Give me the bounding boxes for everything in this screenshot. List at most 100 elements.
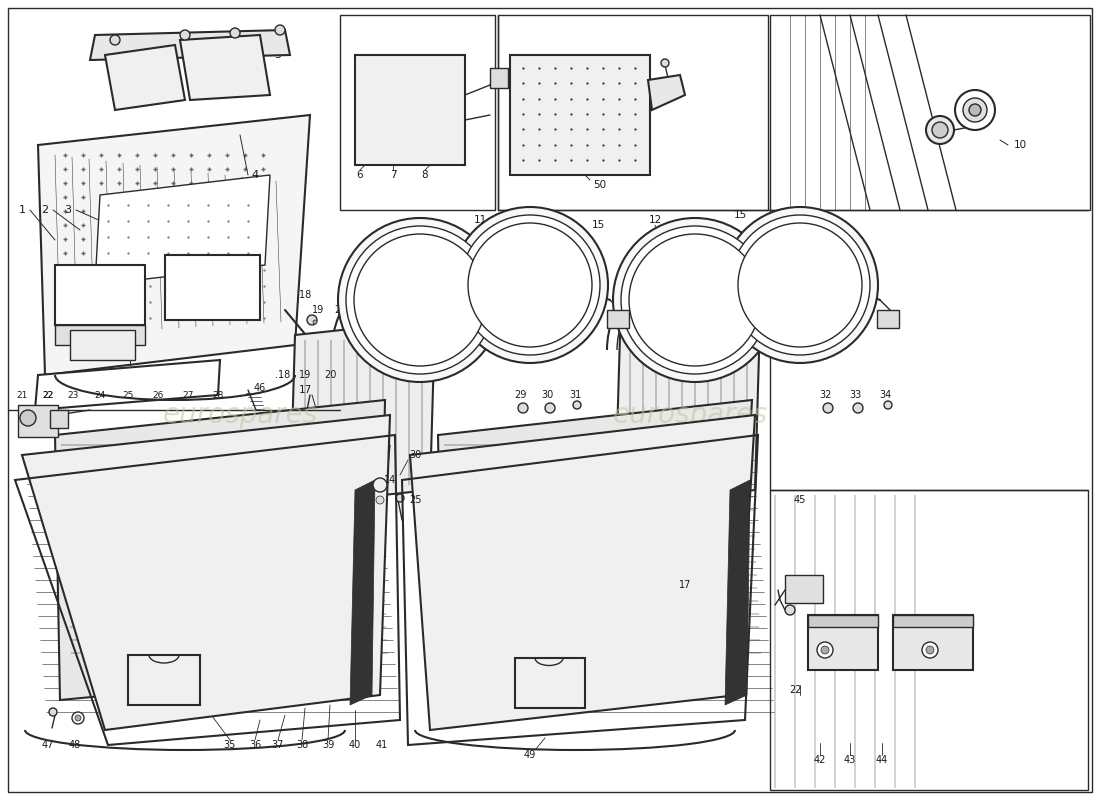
- Text: 22: 22: [43, 390, 54, 399]
- Bar: [360, 60, 458, 158]
- Text: 49: 49: [524, 750, 536, 760]
- Text: 8: 8: [421, 170, 428, 180]
- Text: 11: 11: [473, 215, 486, 225]
- Circle shape: [275, 25, 285, 35]
- Text: 13: 13: [538, 213, 551, 223]
- Circle shape: [20, 410, 36, 426]
- Bar: [498, 15, 768, 210]
- Text: 19: 19: [299, 370, 311, 380]
- Circle shape: [817, 642, 833, 658]
- Text: 21: 21: [16, 390, 28, 399]
- Bar: [165, 255, 260, 320]
- Text: 7: 7: [389, 170, 396, 180]
- Bar: [132, 659, 194, 699]
- Circle shape: [452, 207, 608, 363]
- Text: 45: 45: [794, 495, 806, 505]
- Text: 16: 16: [793, 210, 806, 220]
- Text: 17: 17: [679, 580, 691, 590]
- Circle shape: [75, 715, 81, 721]
- Bar: [510, 55, 650, 175]
- Circle shape: [307, 315, 317, 325]
- Circle shape: [314, 320, 317, 324]
- Text: 5: 5: [275, 50, 282, 60]
- Circle shape: [730, 215, 870, 355]
- Circle shape: [573, 401, 581, 409]
- Text: 23: 23: [67, 390, 79, 399]
- Bar: [490, 68, 508, 88]
- Text: 14: 14: [384, 475, 396, 485]
- Circle shape: [821, 646, 829, 654]
- Polygon shape: [35, 360, 220, 410]
- Circle shape: [785, 605, 795, 615]
- Text: 6: 6: [227, 50, 233, 60]
- Circle shape: [621, 226, 769, 374]
- Bar: [893, 615, 974, 627]
- Circle shape: [338, 218, 502, 382]
- Text: eurospares: eurospares: [613, 401, 768, 429]
- Circle shape: [373, 478, 387, 492]
- Bar: [808, 615, 878, 627]
- Polygon shape: [410, 415, 755, 730]
- Text: 43: 43: [844, 755, 856, 765]
- Text: 26: 26: [152, 390, 164, 399]
- Circle shape: [110, 35, 120, 45]
- Text: 37: 37: [272, 740, 284, 750]
- Polygon shape: [90, 30, 290, 60]
- Text: 44: 44: [876, 755, 888, 765]
- Circle shape: [926, 646, 934, 654]
- Circle shape: [722, 207, 878, 363]
- Bar: [893, 615, 974, 670]
- Circle shape: [50, 708, 57, 716]
- Circle shape: [661, 59, 669, 67]
- Text: 24: 24: [95, 390, 106, 399]
- Circle shape: [180, 30, 190, 40]
- Circle shape: [544, 403, 556, 413]
- Text: 42: 42: [814, 755, 826, 765]
- Bar: [519, 662, 579, 702]
- Text: 47: 47: [42, 740, 54, 750]
- Text: 34: 34: [879, 390, 891, 400]
- Polygon shape: [104, 45, 185, 110]
- Text: 27: 27: [183, 390, 194, 399]
- Bar: [515, 658, 585, 708]
- Polygon shape: [39, 115, 310, 375]
- Circle shape: [922, 642, 938, 658]
- Text: 39: 39: [322, 740, 334, 750]
- Circle shape: [969, 104, 981, 116]
- Text: 22: 22: [789, 685, 801, 695]
- Text: 9: 9: [126, 350, 133, 360]
- Text: 40: 40: [349, 740, 361, 750]
- Text: 6: 6: [356, 170, 363, 180]
- Bar: [515, 60, 644, 168]
- Polygon shape: [290, 320, 434, 505]
- Bar: [808, 615, 878, 670]
- Circle shape: [354, 234, 486, 366]
- Polygon shape: [22, 415, 390, 730]
- Bar: [877, 310, 899, 328]
- Polygon shape: [648, 75, 685, 110]
- Text: 41: 41: [376, 740, 388, 750]
- Text: .18: .18: [275, 370, 290, 380]
- Text: eurospares: eurospares: [163, 401, 318, 429]
- Circle shape: [926, 116, 954, 144]
- Circle shape: [72, 712, 84, 724]
- Bar: [50, 410, 68, 428]
- Text: 4: 4: [252, 170, 258, 180]
- Circle shape: [629, 234, 761, 366]
- Circle shape: [962, 98, 987, 122]
- Bar: [340, 15, 495, 210]
- Circle shape: [823, 403, 833, 413]
- Circle shape: [932, 122, 948, 138]
- Bar: [55, 265, 145, 325]
- Text: 1: 1: [19, 205, 25, 215]
- Text: 29: 29: [514, 390, 526, 400]
- Text: 30: 30: [409, 450, 421, 460]
- Polygon shape: [350, 480, 375, 705]
- Circle shape: [460, 215, 600, 355]
- Polygon shape: [615, 320, 760, 505]
- Text: 2: 2: [42, 205, 48, 215]
- Text: 35: 35: [223, 740, 236, 750]
- Circle shape: [518, 403, 528, 413]
- Bar: [18, 405, 58, 437]
- Polygon shape: [55, 400, 385, 700]
